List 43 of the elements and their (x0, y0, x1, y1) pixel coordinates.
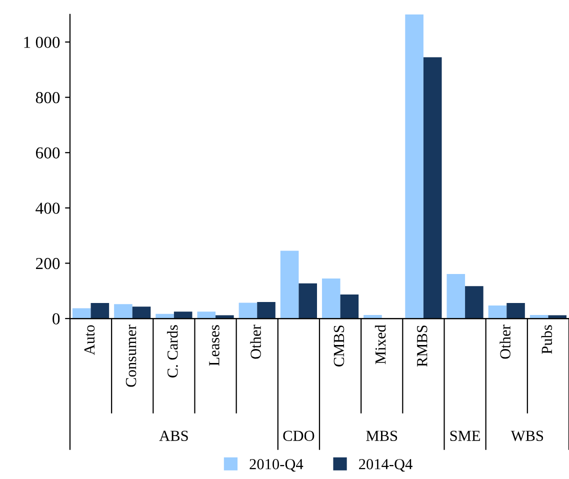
x-tick-label: CMBS (334, 326, 344, 366)
text: SME (450, 430, 480, 441)
bar (446, 274, 466, 319)
bar (132, 306, 151, 319)
bar (340, 294, 359, 319)
bar (423, 57, 442, 319)
text: MBS (366, 430, 398, 441)
y-tick-label: 1 000 (24, 36, 60, 48)
x-tick-label: Other (500, 324, 510, 359)
x-tick-label: Leases (209, 325, 220, 366)
x-tick-label: Other (250, 324, 261, 359)
text: CDO (283, 430, 314, 441)
bar (322, 278, 340, 319)
x-tick-label: RMBS (417, 326, 428, 367)
bar (488, 306, 507, 319)
text: WBS (510, 430, 544, 442)
y-tick-label: 200 (36, 258, 60, 270)
y-tick-label: 800 (36, 92, 60, 104)
bar (216, 315, 234, 319)
bar (548, 315, 567, 319)
bar (280, 250, 299, 319)
legend-label: 2014-Q4 (359, 459, 412, 472)
bar (90, 303, 110, 319)
bar (72, 308, 91, 319)
bar (174, 312, 192, 319)
bar (197, 312, 216, 319)
y-tick-label: 400 (36, 202, 60, 214)
text: ABS (159, 430, 188, 441)
y-tick-label: 600 (36, 147, 60, 159)
y-tick-label: 0 (52, 313, 60, 324)
bar (114, 304, 132, 319)
bar (405, 14, 424, 319)
x-tick-label: Pubs (541, 325, 552, 354)
bar (465, 286, 484, 319)
x-tick-label: Consumer (126, 324, 136, 387)
bar (506, 303, 525, 319)
bar (257, 302, 276, 319)
x-tick-label: C. Cards (167, 325, 178, 378)
x-tick-label: Auto (84, 325, 95, 356)
x-tick-label: Mixed (374, 324, 386, 364)
bar (238, 302, 258, 319)
bar (298, 283, 317, 319)
legend-label: 2010-Q4 (250, 459, 304, 472)
